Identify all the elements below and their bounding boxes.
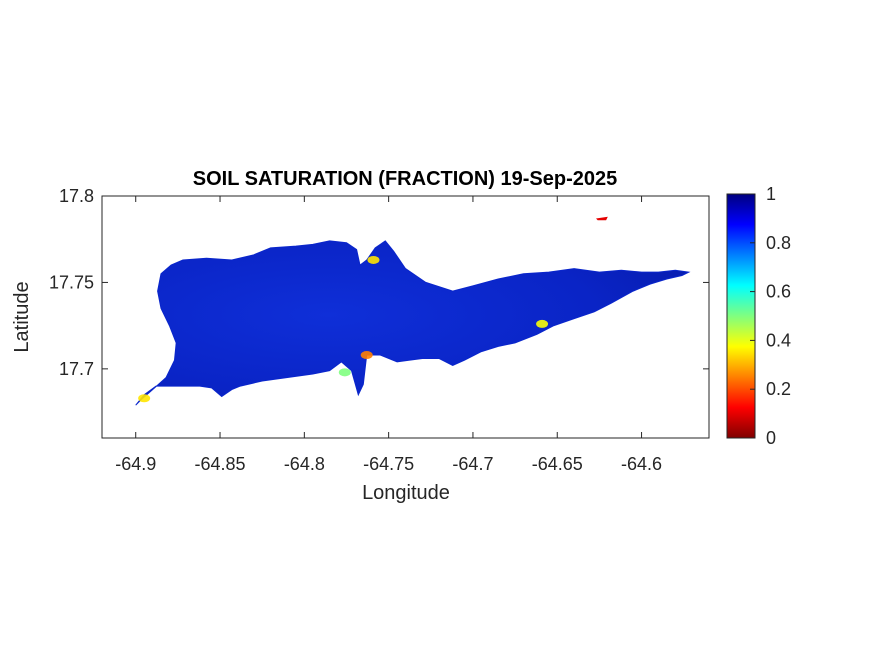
- x-tick-label: -64.9: [115, 454, 156, 474]
- colorbar-tick-label: 0.8: [766, 233, 791, 253]
- x-tick-label: -64.8: [284, 454, 325, 474]
- x-tick-label: -64.75: [363, 454, 414, 474]
- saturation-spot: [338, 368, 351, 377]
- colorbar-tick-label: 1: [766, 184, 776, 204]
- plot-area: [135, 216, 691, 406]
- x-tick-label: -64.6: [621, 454, 662, 474]
- colorbar-ticks: 0 0.2 0.4 0.6 0.8 1: [750, 184, 791, 448]
- colorbar-tick-label: 0.4: [766, 330, 791, 350]
- x-axis-label: Longitude: [362, 482, 450, 504]
- x-axis: -64.9 -64.85 -64.8 -64.75 -64.7 -64.65 -64.6: [115, 196, 662, 474]
- saturation-spot: [536, 319, 549, 328]
- x-tick-label: -64.65: [532, 454, 583, 474]
- islet-saturation-field: [596, 216, 608, 221]
- colorbar-gradient: [726, 193, 756, 439]
- saturation-spot: [360, 351, 373, 360]
- x-tick-label: -64.7: [452, 454, 493, 474]
- axes-box: [101, 195, 710, 439]
- y-tick-label: 17.7: [59, 359, 94, 379]
- x-tick-label: -64.85: [195, 454, 246, 474]
- y-axis: 17.7 17.75 17.8: [49, 186, 709, 379]
- colorbar-tick-label: 0: [766, 428, 776, 448]
- y-tick-label: 17.75: [49, 272, 94, 292]
- chart-title: SOIL SATURATION (FRACTION) 19-Sep-2025: [193, 168, 618, 190]
- colorbar-tick-label: 0.6: [766, 282, 791, 302]
- y-axis-label: Latitude: [11, 281, 33, 352]
- island-saturation-field: [135, 240, 691, 406]
- saturation-spot: [367, 255, 380, 264]
- colorbar: 0 0.2 0.4 0.6 0.8 1: [726, 184, 791, 448]
- y-tick-label: 17.8: [59, 186, 94, 206]
- colorbar-tick-label: 0.2: [766, 379, 791, 399]
- saturation-spot: [138, 394, 151, 403]
